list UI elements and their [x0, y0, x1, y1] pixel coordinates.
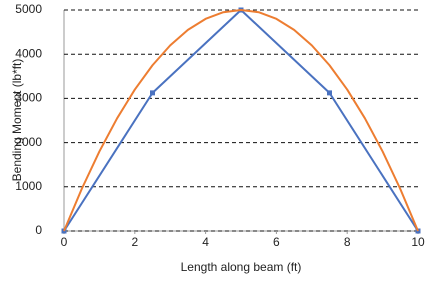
point-marker	[327, 90, 332, 96]
y-axis-label: Bending Moment (lb*ft)	[10, 59, 24, 182]
point-marker	[150, 90, 155, 96]
y-tick-label: 3000	[15, 91, 42, 105]
y-tick-label: 1000	[15, 179, 42, 193]
x-tick-label: 4	[202, 235, 209, 249]
x-axis-label: Length along beam (ft)	[181, 260, 302, 274]
series-line	[63, 9, 419, 232]
y-tick-label: 4000	[15, 46, 42, 60]
series-line	[63, 9, 419, 232]
y-tick-label: 0	[35, 223, 42, 237]
y-tick-label: 2000	[15, 135, 42, 149]
x-tick-label: 6	[273, 235, 280, 249]
x-tick-label: 0	[61, 235, 68, 249]
x-tick-label: 8	[344, 235, 351, 249]
x-tick-label: 10	[411, 235, 425, 249]
x-tick-label: 2	[131, 235, 138, 249]
y-tick-label: 5000	[15, 2, 42, 16]
